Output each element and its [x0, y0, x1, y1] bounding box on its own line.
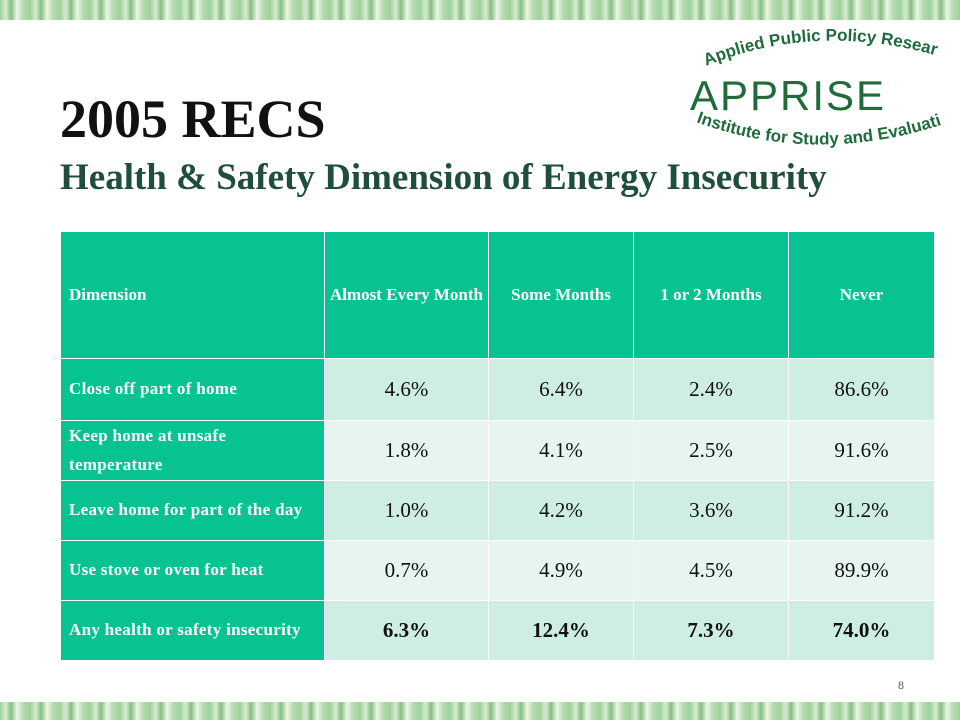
table-header-row: Dimension Almost Every Month Some Months… — [60, 231, 935, 359]
row-label: Use stove or oven for heat — [60, 540, 325, 601]
table-row: Leave home for part of the day 1.0% 4.2%… — [60, 480, 935, 541]
apprise-logo-graphic: Applied Public Policy Research APPRISE I… — [671, 11, 943, 149]
table-cell: 6.4% — [488, 358, 634, 421]
table-cell: 4.5% — [633, 540, 789, 601]
table-cell: 89.9% — [788, 540, 935, 601]
table-cell: 4.6% — [324, 358, 489, 421]
header-1-or-2-months: 1 or 2 Months — [633, 231, 789, 359]
row-label: Close off part of home — [60, 358, 325, 421]
table-cell: 12.4% — [488, 600, 634, 661]
table-cell: 3.6% — [633, 480, 789, 541]
table-row: Keep home at unsafe temperature 1.8% 4.1… — [60, 420, 935, 481]
table-cell: 4.2% — [488, 480, 634, 541]
table-row: Close off part of home 4.6% 6.4% 2.4% 86… — [60, 358, 935, 421]
header-never: Never — [788, 231, 935, 359]
decorative-bottom-border — [0, 702, 960, 720]
slide-subtitle: Health & Safety Dimension of Energy Inse… — [60, 157, 827, 198]
table-cell: 2.5% — [633, 420, 789, 481]
header-some-months: Some Months — [488, 231, 634, 359]
decorative-top-border — [0, 0, 960, 20]
row-label: Leave home for part of the day — [60, 480, 325, 541]
table-cell: 7.3% — [633, 600, 789, 661]
header-dimension: Dimension — [60, 231, 325, 359]
table-cell: 91.2% — [788, 480, 935, 541]
table-cell: 1.0% — [324, 480, 489, 541]
table-cell: 74.0% — [788, 600, 935, 661]
table-cell: 1.8% — [324, 420, 489, 481]
table-cell: 6.3% — [324, 600, 489, 661]
slide-title: 2005 RECS — [60, 89, 326, 149]
table-row: Use stove or oven for heat 0.7% 4.9% 4.5… — [60, 540, 935, 601]
table-cell: 4.1% — [488, 420, 634, 481]
logo-top-text: Applied Public Policy Research — [676, 26, 940, 70]
table-row-total: Any health or safety insecurity 6.3% 12.… — [60, 600, 935, 661]
header-almost-every-month: Almost Every Month — [324, 231, 489, 359]
page-number: 8 — [898, 678, 904, 692]
table-cell: 86.6% — [788, 358, 935, 421]
apprise-logo: Applied Public Policy Research APPRISE I… — [671, 11, 952, 176]
row-label: Keep home at unsafe temperature — [60, 420, 325, 481]
table-cell: 0.7% — [324, 540, 489, 601]
table-cell: 4.9% — [488, 540, 634, 601]
energy-insecurity-table: Dimension Almost Every Month Some Months… — [60, 231, 935, 661]
table-cell: 91.6% — [788, 420, 935, 481]
logo-name: APPRISE — [690, 72, 886, 119]
table-cell: 2.4% — [633, 358, 789, 421]
row-label: Any health or safety insecurity — [60, 600, 325, 661]
